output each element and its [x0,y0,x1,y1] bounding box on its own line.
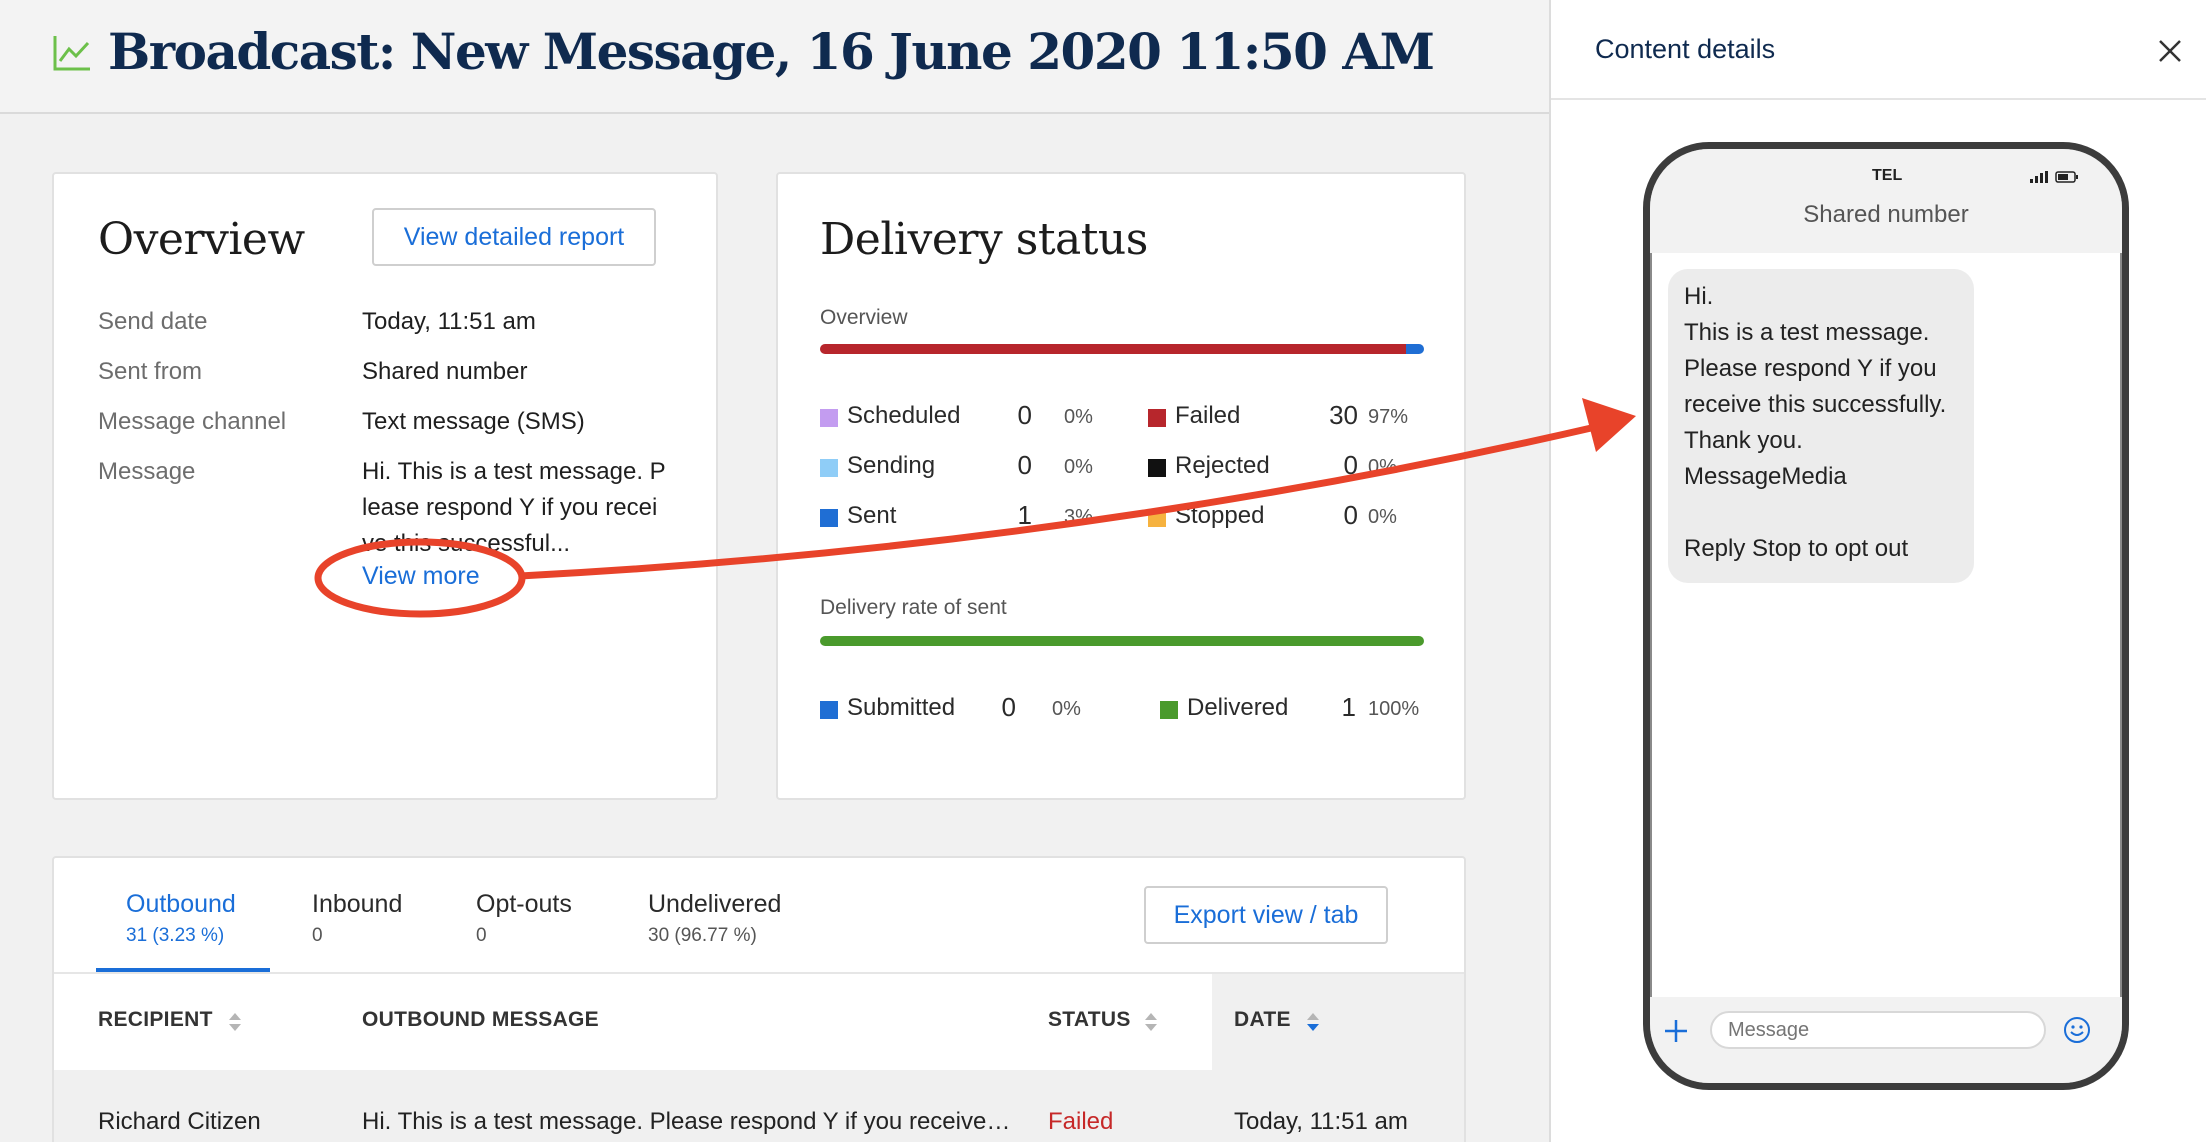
column-header-outbound-message: OUTBOUND MESSAGE [362,1008,599,1031]
tab-undelivered[interactable]: Undelivered 30 (96.77 %) [648,890,781,947]
send-date-value: Today, 11:51 am [362,308,536,335]
tab-undelivered-count: 30 (96.77 %) [648,925,757,946]
message-channel-label: Message channel [98,408,287,435]
delivery-rate-bar [820,636,1424,646]
tab-inbound-count: 0 [312,925,323,946]
rejected-swatch [1148,459,1166,477]
sent-segment [1405,344,1424,354]
cell-date: Today, 11:51 am [1234,1108,1408,1135]
delivered-segment [820,636,1424,646]
overview-heading: Overview [98,214,305,265]
tab-opt-outs-label: Opt-outs [476,890,572,918]
page-header: Broadcast: New Message, 16 June 2020 11:… [0,0,1549,114]
send-date-label: Send date [98,308,208,335]
tab-outbound-label: Outbound [126,890,236,918]
sent-swatch [820,509,838,527]
signal-icon [2030,171,2048,183]
delivered-swatch [1160,701,1178,719]
message-bubble: Hi. This is a test message. Please respo… [1668,269,1974,583]
view-more-link[interactable]: View more [362,562,480,590]
message-input[interactable] [1710,1011,2046,1049]
tab-undelivered-label: Undelivered [648,890,782,918]
submitted-label: Submitted [847,694,956,721]
failed-pct: 97% [1368,406,1409,428]
sent-from-label: Sent from [98,358,203,385]
scheduled-pct: 0% [1064,406,1093,428]
panel-title: Content details [1595,34,1776,64]
tab-inbound[interactable]: Inbound 0 [312,890,402,947]
rejected-label: Rejected [1175,452,1270,479]
stopped-pct: 0% [1368,506,1397,528]
tab-outbound-count: 31 (3.23 %) [126,925,225,946]
active-tab-indicator [96,968,270,972]
page-title: Broadcast: New Message, 16 June 2020 11:… [108,22,1435,81]
tab-inbound-label: Inbound [312,890,403,918]
tab-outbound[interactable]: Outbound 31 (3.23 %) [126,890,236,947]
phone-compose-bar [1650,997,2122,1083]
view-detailed-report-button[interactable]: View detailed report [372,208,656,266]
failed-count: 30 [1329,400,1358,430]
phone-preview: TEL Shared number Hi. This is a test mes… [1643,142,2129,1090]
overview-bar-label: Overview [820,306,908,329]
plus-icon[interactable] [1662,1017,1690,1045]
submitted-pct: 0% [1052,698,1081,720]
panel-header: Content details [1551,0,2206,100]
sort-icon[interactable] [228,1010,242,1034]
delivered-label: Delivered [1187,694,1289,721]
messages-table-card: Outbound 31 (3.23 %) Inbound 0 Opt-outs … [52,856,1466,1142]
close-icon[interactable] [2155,36,2185,66]
export-view-button[interactable]: Export view / tab [1144,886,1388,944]
overview-card: Overview View detailed report Send date … [52,172,718,800]
stopped-label: Stopped [1175,502,1265,529]
delivered-pct: 100% [1368,698,1420,720]
sent-label: Sent [847,502,897,529]
stopped-swatch [1148,509,1166,527]
failed-swatch [1148,409,1166,427]
emoji-icon[interactable] [2062,1015,2092,1045]
scheduled-swatch [820,409,838,427]
message-label: Message [98,458,196,485]
cell-recipient: Richard Citizen [98,1108,261,1135]
tab-opt-outs-count: 0 [476,925,487,946]
table-divider [54,972,1464,974]
sender-name: Shared number [1803,201,1969,228]
sending-pct: 0% [1064,456,1093,478]
column-header-status[interactable]: STATUS [1048,1008,1131,1031]
overview-progress-bar [820,344,1424,354]
message-channel-value: Text message (SMS) [362,408,585,435]
failed-label: Failed [1175,402,1241,429]
sort-icon[interactable] [1144,1010,1158,1034]
phone-status-bar: TEL Shared number [1650,149,2122,253]
stopped-count: 0 [1343,500,1358,530]
failed-segment [820,344,1406,354]
battery-icon [2055,171,2078,183]
column-header-recipient[interactable]: RECIPIENT [98,1008,213,1031]
sending-count: 0 [1017,450,1032,480]
sent-count: 1 [1017,500,1032,530]
sent-pct: 3% [1064,506,1093,528]
line-chart-icon [53,36,90,71]
delivered-count: 1 [1341,692,1356,722]
column-header-date[interactable]: DATE [1234,1008,1291,1031]
delivery-rate-label: Delivery rate of sent [820,596,1007,619]
sent-from-value: Shared number [362,358,528,385]
delivery-status-heading: Delivery status [820,214,1148,265]
message-preview: Hi. This is a test message. Please respo… [362,458,666,554]
table-row[interactable] [54,1070,1464,1142]
submitted-swatch [820,701,838,719]
rejected-count: 0 [1343,450,1358,480]
delivery-status-card: Delivery status Overview Scheduled 0 0% … [776,172,1466,800]
sending-label: Sending [847,452,936,479]
content-details-panel: Content details TEL Shared number Hi. Th… [1549,0,2206,1142]
sending-swatch [820,459,838,477]
submitted-count: 0 [1001,692,1016,722]
tab-opt-outs[interactable]: Opt-outs 0 [476,890,572,947]
scheduled-count: 0 [1017,400,1032,430]
carrier-label: TEL [1872,167,1903,184]
sort-descending-icon[interactable] [1306,1010,1320,1034]
cell-outbound-message: Hi. This is a test message. Please respo… [362,1108,1011,1135]
cell-status-failed: Failed [1048,1108,1114,1135]
scheduled-label: Scheduled [847,402,961,429]
rejected-pct: 0% [1368,456,1397,478]
